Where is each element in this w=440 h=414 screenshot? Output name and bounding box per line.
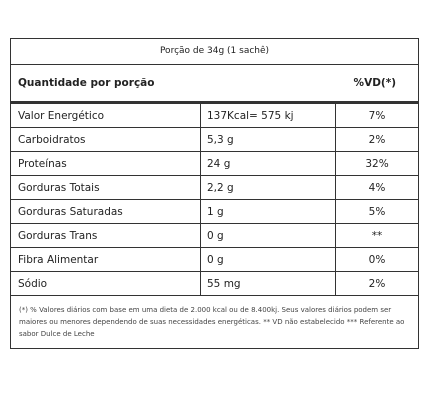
header-vd: %VD(*): [353, 77, 396, 89]
row: Proteínas 24 g 32%: [11, 151, 418, 176]
nutrient: Proteínas: [11, 151, 201, 176]
serving-size: Porção de 34g (1 sachê): [11, 39, 418, 65]
row: Fibra Alimentar 0 g 0%: [11, 247, 418, 272]
footnote: (*) % Valores diários com base em uma di…: [19, 306, 405, 338]
daily-value: 2%: [335, 271, 418, 296]
nutrient: Sódio: [11, 271, 201, 296]
daily-value: **: [335, 223, 418, 248]
amount: 0 g: [200, 223, 336, 248]
row: Gorduras Trans 0 g **: [11, 223, 418, 248]
row: Gorduras Totais 2,2 g 4%: [11, 175, 418, 200]
nutrient: Valor Energético: [11, 104, 201, 128]
nutrient: Gorduras Saturadas: [11, 199, 201, 224]
nutrient: Gorduras Trans: [11, 223, 201, 248]
daily-value: 2%: [335, 127, 418, 152]
amount: 1 g: [200, 199, 336, 224]
rows: Valor Energético 137Kcal= 575 kj 7% Carboid…: [11, 104, 418, 296]
daily-value: 0%: [335, 247, 418, 272]
amount: 55 mg: [200, 271, 336, 296]
row: Carboidratos 5,3 g 2%: [11, 127, 418, 152]
daily-value: 4%: [335, 175, 418, 200]
amount: 5,3 g: [200, 127, 336, 152]
row: Gorduras Saturadas 1 g 5%: [11, 199, 418, 224]
amount: 0 g: [200, 247, 336, 272]
nutrient: Gorduras Totais: [11, 175, 201, 200]
header-label: Quantidade por porção: [18, 77, 155, 89]
amount: 24 g: [200, 151, 336, 176]
daily-value: 5%: [335, 199, 418, 224]
amount: 137Kcal= 575 kj: [200, 104, 336, 128]
nutrition-table: Porção de 34g (1 sachê) Quantidade por p…: [10, 38, 419, 349]
daily-value: 7%: [335, 104, 418, 128]
table-header: Quantidade por porção %VD(*): [11, 65, 418, 104]
amount: 2,2 g: [200, 175, 336, 200]
row: Valor Energético 137Kcal= 575 kj 7%: [11, 104, 418, 128]
daily-value: 32%: [335, 151, 418, 176]
row: Sódio 55 mg 2%: [11, 271, 418, 296]
nutrient: Fibra Alimentar: [11, 247, 201, 272]
nutrient: Carboidratos: [11, 127, 201, 152]
